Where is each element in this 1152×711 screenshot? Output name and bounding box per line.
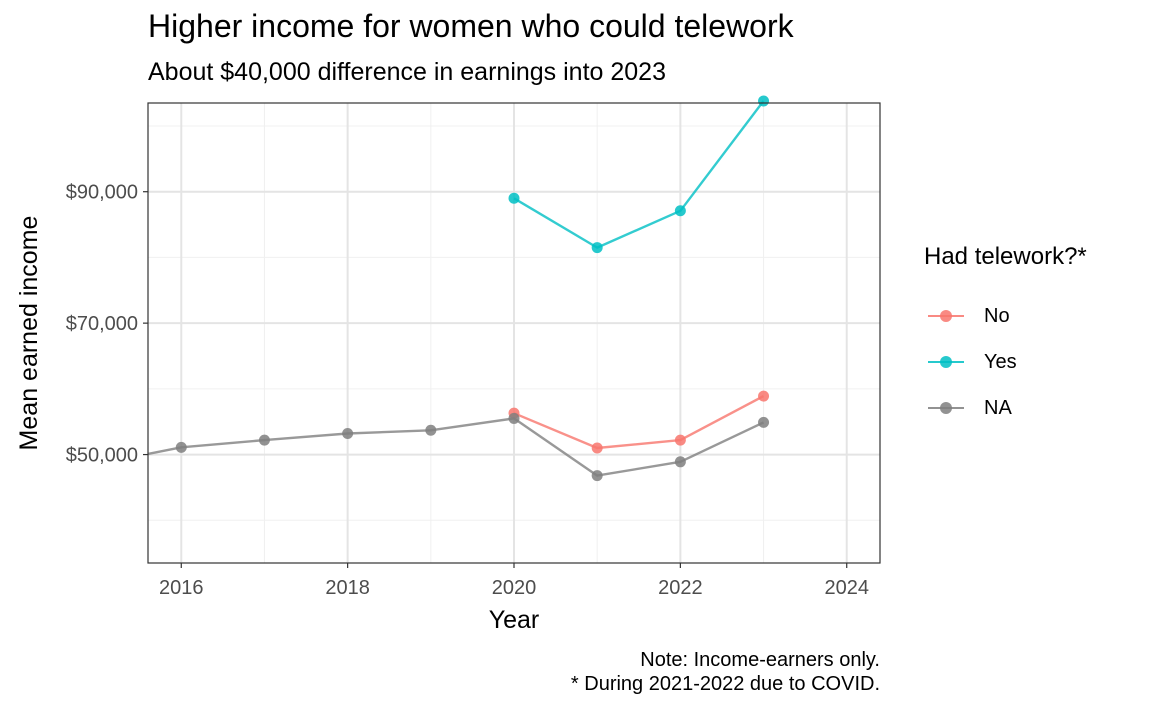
legend-title: Had telework?* — [924, 243, 1087, 270]
x-axis-label: Year — [489, 606, 540, 634]
data-point-no — [758, 390, 770, 402]
series-line-yes — [513, 100, 765, 249]
axes: 2016 2018 2020 2022 2024 $50,000 $70,000 $90,00… — [66, 182, 869, 599]
x-tick-label: 2016 — [159, 577, 204, 599]
grid-lines — [148, 103, 880, 563]
data-point-na — [342, 428, 354, 440]
x-tick-label: 2018 — [325, 577, 370, 599]
legend-key-yes — [924, 350, 968, 374]
legend-label-no: No — [984, 304, 1010, 327]
chart-caption: Note: Income-earners only. * During 2021… — [571, 648, 880, 696]
data-point-na — [758, 416, 770, 428]
chart-title: Higher income for women who could telewo… — [148, 8, 794, 44]
y-tick-label: $50,000 — [66, 445, 138, 467]
data-point-yes — [674, 205, 686, 217]
data-point-na — [258, 434, 270, 446]
x-tick-label: 2024 — [824, 577, 869, 599]
data-point-na — [591, 470, 603, 482]
data-point-na — [425, 424, 437, 436]
legend-label-na: NA — [984, 396, 1012, 419]
series-line-no — [513, 395, 765, 450]
data-point-yes — [591, 242, 603, 254]
caption-line-1: Note: Income-earners only. — [640, 649, 880, 671]
data-point-na — [674, 456, 686, 468]
legend-key-na — [924, 396, 968, 420]
data-point-na — [175, 441, 187, 453]
data-point-no — [591, 442, 603, 454]
chart-subtitle: About $40,000 difference in earnings int… — [148, 58, 666, 86]
x-tick-label: 2022 — [658, 577, 703, 599]
data-point-yes — [758, 95, 770, 107]
series-layer — [147, 95, 770, 482]
y-tick-label: $90,000 — [66, 182, 138, 204]
y-axis-label: Mean earned income — [15, 216, 43, 451]
data-point-no — [674, 434, 686, 446]
data-point-na — [508, 412, 520, 424]
legend-item-yes: Yes — [924, 339, 1087, 385]
legend-item-na: NA — [924, 385, 1087, 431]
legend-key-no — [924, 304, 968, 328]
legend-label-yes: Yes — [984, 350, 1017, 373]
x-tick-label: 2020 — [492, 577, 537, 599]
legend: Had telework?* No Yes NA — [924, 243, 1087, 431]
caption-line-2: * During 2021-2022 due to COVID. — [570, 673, 880, 695]
data-point-yes — [508, 192, 520, 204]
y-tick-label: $70,000 — [66, 313, 138, 335]
legend-item-no: No — [924, 293, 1087, 339]
